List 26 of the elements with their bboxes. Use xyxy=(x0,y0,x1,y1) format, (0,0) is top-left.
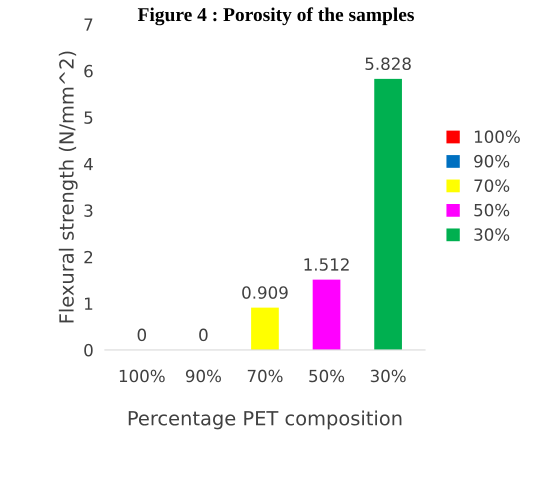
x-tick-label: 30% xyxy=(370,370,406,382)
x-tick-label: 100% xyxy=(120,370,165,382)
legend-label: 70% xyxy=(474,179,510,192)
x-tick-label: 90% xyxy=(186,370,221,382)
y-tick-label: 6 xyxy=(84,64,93,78)
data-label: 0.909 xyxy=(242,286,288,299)
y-tick-label: 0 xyxy=(84,344,93,356)
y-tick-label: 7 xyxy=(84,18,92,31)
data-label: 0 xyxy=(138,328,146,342)
data-label: 5.828 xyxy=(366,57,411,70)
data-label: 1.512 xyxy=(304,258,349,271)
legend-label: 90% xyxy=(474,154,510,168)
data-label: 0 xyxy=(199,328,208,342)
legend-label: 30% xyxy=(474,228,510,241)
chart-title: Figure 4 : Porosity of the samples xyxy=(138,7,414,26)
y-tick-label: 2 xyxy=(84,250,92,264)
y-tick-label: 5 xyxy=(84,112,92,124)
y-tick-label: 1 xyxy=(84,298,92,310)
x-tick-label: 70% xyxy=(248,370,283,382)
legend-label: 100% xyxy=(474,130,520,144)
legend-label: 50% xyxy=(474,204,510,216)
y-tick-label: 3 xyxy=(84,204,92,217)
y-axis-title: Flexural strength (N/mm^2) xyxy=(58,52,78,322)
y-tick-label: 4 xyxy=(84,158,93,170)
x-axis-title: Percentage PET composition xyxy=(128,410,402,430)
x-tick-label: 50% xyxy=(309,370,344,382)
